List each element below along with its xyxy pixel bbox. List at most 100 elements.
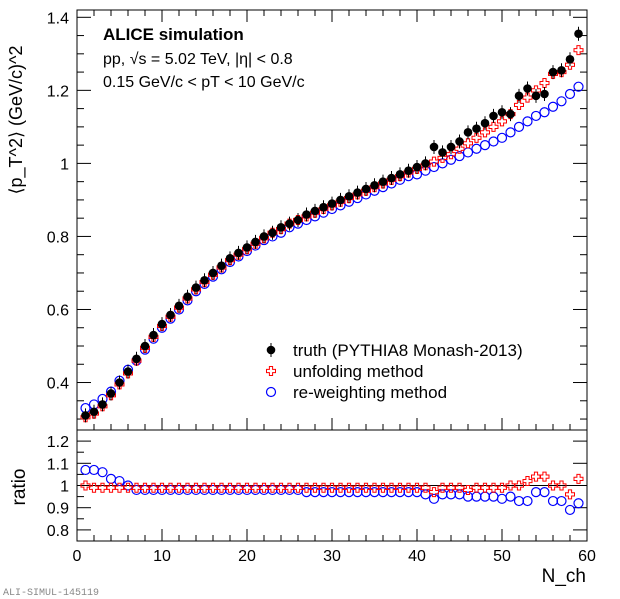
ratio-point-series1 — [547, 495, 559, 507]
main-point-series2 — [488, 136, 499, 147]
main-point-series0 — [157, 319, 167, 329]
main-axis-ticks: 0.4 0.6 0.8 1 1.2 1.4 — [47, 10, 588, 430]
ratio-point-series0 — [505, 480, 516, 491]
ratio-point-series0 — [259, 482, 269, 493]
ratio-point-series1 — [207, 484, 219, 496]
main-point-series0 — [225, 254, 235, 263]
main-point-series0 — [540, 89, 549, 99]
ratio-point-series0 — [556, 480, 567, 491]
main-point-series0 — [557, 65, 566, 75]
x-tick-label: 40 — [408, 548, 426, 565]
main-y-tick-label: 0.6 — [47, 302, 69, 319]
ratio-point-series0 — [199, 482, 210, 493]
ratio-point-series1 — [556, 495, 567, 507]
watermark: ALI-SIMUL-145119 — [3, 588, 99, 599]
main-point-series0 — [285, 219, 294, 228]
ratio-point-series1 — [105, 473, 117, 484]
main-point-series0 — [370, 181, 379, 190]
main-point-series2 — [556, 96, 567, 107]
legend-label-0: truth (PYTHIA8 Monash-2013) — [293, 341, 523, 360]
main-point-series0 — [548, 67, 558, 77]
ratio-point-series0 — [123, 482, 133, 493]
legend-marker-1 — [266, 366, 276, 376]
ratio-point-series1 — [156, 484, 168, 496]
main-point-series0 — [531, 91, 541, 101]
ratio-point-series0 — [157, 482, 167, 493]
main-point-series0 — [489, 111, 498, 121]
ratio-y-tick-label: 1.2 — [47, 434, 69, 451]
main-point-series2 — [471, 143, 482, 154]
x-tick-label: 30 — [323, 548, 341, 565]
main-point-series1 — [480, 127, 490, 138]
main-point-series0 — [327, 199, 337, 208]
annotation-pt-range: 0.15 GeV/c < pT < 10 GeV/c — [103, 74, 305, 91]
main-y-axis-title: ⟨p_T^2⟩ (GeV/c)^2 — [6, 46, 27, 195]
main-point-series0 — [251, 237, 260, 247]
ratio-point-series1 — [258, 484, 270, 496]
main-point-series0 — [106, 389, 116, 398]
ratio-point-series0 — [488, 482, 499, 493]
ratio-point-series0 — [429, 487, 439, 498]
ratio-point-series1 — [437, 489, 448, 500]
x-axis-title: N_ch — [542, 566, 586, 587]
main-point-series0 — [149, 330, 158, 340]
ratio-point-series1 — [199, 484, 210, 496]
main-point-series0 — [421, 159, 430, 168]
x-tick-label: 20 — [238, 548, 256, 565]
ratio-point-series0 — [539, 471, 550, 482]
legend-label-2: re-weighting method — [293, 383, 447, 402]
ratio-point-series0 — [174, 482, 184, 493]
main-point-series0 — [344, 191, 354, 201]
main-point-series2 — [513, 121, 525, 132]
ratio-y-tick-label: 1 — [60, 479, 69, 496]
ratio-point-series0 — [335, 482, 346, 493]
ratio-point-series0 — [89, 482, 99, 493]
ratio-point-series0 — [497, 482, 507, 493]
main-point-series0 — [353, 188, 362, 197]
main-point-series0 — [217, 261, 226, 270]
ratio-y-tick-label: 0.8 — [47, 523, 69, 540]
x-tick-label: 10 — [153, 548, 171, 565]
main-point-series0 — [191, 283, 201, 292]
main-point-series0 — [506, 109, 515, 119]
ratio-point-series1 — [233, 484, 244, 496]
ratio-point-series1 — [190, 484, 202, 496]
ratio-point-series1 — [462, 491, 474, 502]
ratio-point-series0 — [216, 482, 227, 493]
main-point-series0 — [310, 206, 320, 216]
ratio-point-series1 — [275, 484, 287, 496]
main-point-series0 — [523, 84, 532, 93]
main-point-series0 — [208, 268, 218, 278]
ratio-point-series0 — [514, 480, 524, 491]
main-point-series0 — [404, 166, 413, 175]
ratio-point-series0 — [106, 482, 116, 493]
main-y-tick-label: 1 — [60, 156, 69, 173]
main-point-series0 — [166, 310, 175, 320]
main-point-series0 — [183, 292, 192, 301]
ratio-point-series1 — [97, 467, 108, 478]
ratio-point-series1 — [488, 491, 499, 502]
ratio-point-series0 — [233, 482, 244, 493]
ratio-point-series1 — [292, 484, 304, 496]
ratio-point-series1 — [216, 484, 227, 496]
main-point-series2 — [539, 107, 550, 118]
ratio-point-series0 — [548, 480, 558, 491]
main-point-series1 — [471, 132, 482, 143]
legend: truth (PYTHIA8 Monash-2013) unfolding met… — [265, 341, 523, 402]
main-point-series0 — [293, 215, 303, 225]
legend-label-1: unfolding method — [293, 362, 423, 381]
main-point-series0 — [361, 184, 371, 194]
ratio-point-series1 — [165, 484, 176, 496]
ratio-point-series1 — [564, 504, 576, 516]
ratio-point-series1 — [139, 484, 151, 496]
ratio-point-series1 — [250, 484, 261, 496]
main-y-tick-label: 0.8 — [47, 229, 69, 246]
ratio-axis-ticks: 0.8 0.9 1 1.1 1.2 0 10 20 30 40 50 60 — [47, 434, 596, 565]
ratio-point-series1 — [284, 484, 295, 496]
ratio-point-series1 — [573, 498, 584, 509]
main-point-series0 — [174, 301, 184, 311]
ratio-y-tick-label: 1.1 — [47, 456, 69, 473]
legend-marker-2 — [265, 386, 277, 398]
ratio-point-series0 — [352, 482, 363, 493]
ratio-point-series0 — [284, 482, 295, 493]
